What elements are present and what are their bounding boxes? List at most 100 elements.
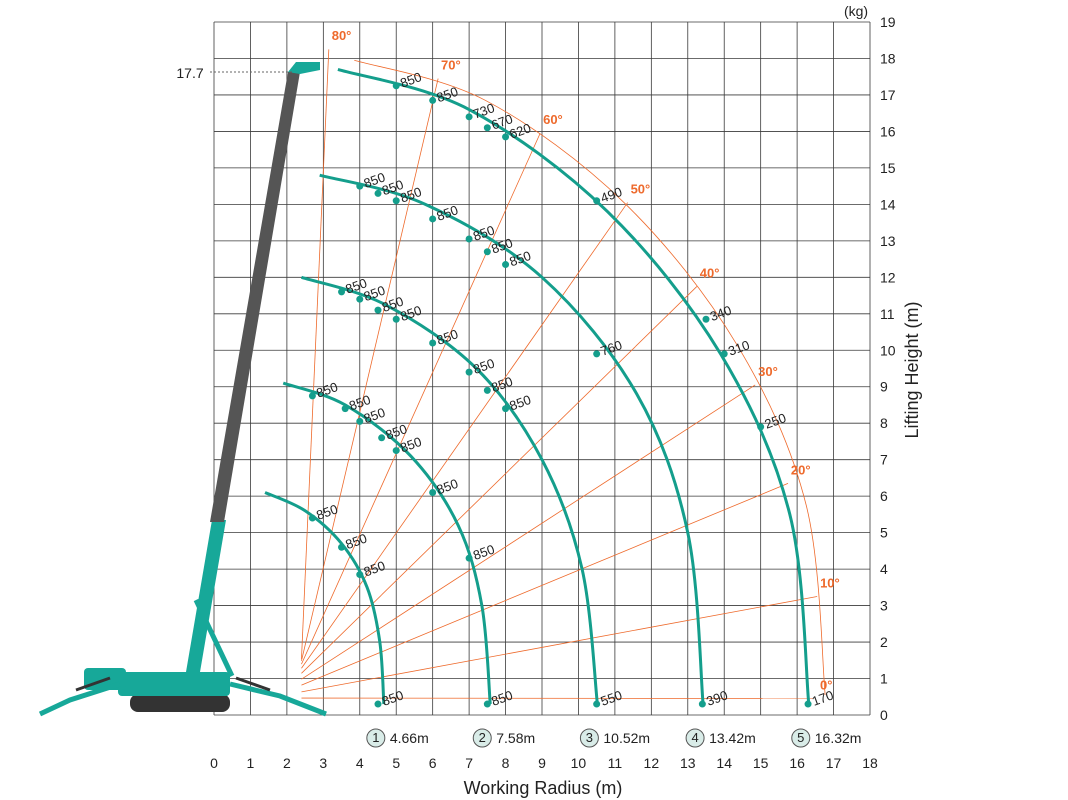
load-label: 620 <box>507 120 533 142</box>
boom-length-label: 16.32m <box>815 730 862 746</box>
load-curve <box>337 67 811 705</box>
load-label: 850 <box>380 293 406 315</box>
load-point <box>378 434 386 442</box>
load-curves <box>264 67 811 705</box>
load-label: 850 <box>435 84 461 106</box>
y-tick-label: 4 <box>880 561 888 577</box>
load-point <box>392 82 400 90</box>
load-label: 850 <box>398 434 424 456</box>
boom-length-labels: 1 4.66m 2 7.58m 3 10.52m 4 13.42m 5 16.32m <box>366 728 862 748</box>
load-label: 850 <box>362 558 388 580</box>
load-label: 850 <box>489 235 515 257</box>
load-label: 760 <box>599 337 625 359</box>
load-point <box>483 248 491 256</box>
load-label: 850 <box>347 392 373 414</box>
load-label: 670 <box>489 111 515 133</box>
load-label: 850 <box>398 69 424 91</box>
angle-label: 40° <box>700 265 720 280</box>
y-tick-label: 1 <box>880 671 888 687</box>
axes: 0 1 2 3 4 5 6 7 8 9 10 11 12 13 14 15 16 17 18012345678910… <box>210 14 896 771</box>
x-tick-label: 18 <box>862 755 878 771</box>
x-tick-label: 6 <box>429 755 437 771</box>
load-label: 850 <box>398 184 424 206</box>
y-tick-label: 13 <box>880 233 896 249</box>
boom-length-label: 13.42m <box>709 730 756 746</box>
boom-base <box>186 520 226 672</box>
load-point <box>593 197 601 205</box>
angle-label: 50° <box>631 181 651 196</box>
y-tick-label: 11 <box>880 306 895 322</box>
crane-illustration <box>38 62 327 717</box>
load-point <box>483 124 491 132</box>
boom-index-label: 4 <box>691 730 698 745</box>
load-label: 850 <box>507 248 533 270</box>
x-tick-label: 1 <box>247 755 255 771</box>
y-tick-label: 8 <box>880 415 888 431</box>
boom-tip <box>288 62 320 74</box>
load-point <box>465 368 473 376</box>
load-point <box>698 700 706 708</box>
load-label: 850 <box>314 379 340 401</box>
load-point <box>338 288 346 296</box>
angle-line <box>301 202 628 669</box>
y-tick-label: 10 <box>880 342 896 358</box>
load-point <box>465 554 473 562</box>
load-point <box>308 514 316 522</box>
angle-lines: 0° 10° 20° 30° 40° 50° 60° 70° 80° <box>301 28 840 699</box>
load-point <box>392 447 400 455</box>
load-point <box>465 235 473 243</box>
x-tick-label: 0 <box>210 755 218 771</box>
boom-index-label: 2 <box>479 730 486 745</box>
y-tick-label: 2 <box>880 634 888 650</box>
load-label: 310 <box>726 337 752 359</box>
load-point <box>804 700 812 708</box>
load-label: 850 <box>380 687 406 709</box>
load-label: 170 <box>810 687 836 709</box>
x-tick-label: 13 <box>680 755 696 771</box>
load-point <box>465 113 473 121</box>
x-tick-label: 3 <box>319 755 327 771</box>
angle-line <box>301 286 698 674</box>
load-point <box>702 315 710 323</box>
load-point <box>392 315 400 323</box>
x-tick-label: 17 <box>826 755 842 771</box>
y-axis-title: Lifting Height (m) <box>902 301 922 438</box>
load-label: 850 <box>489 374 515 396</box>
x-tick-label: 2 <box>283 755 291 771</box>
load-label: 850 <box>314 501 340 523</box>
y-tick-label: 19 <box>880 14 896 30</box>
load-label: 850 <box>507 392 533 414</box>
load-curve <box>301 275 599 705</box>
load-point <box>483 700 491 708</box>
x-axis-title: Working Radius (m) <box>464 778 623 798</box>
load-point <box>356 417 364 425</box>
load-point <box>338 543 346 551</box>
y-tick-label: 18 <box>880 50 896 66</box>
load-point <box>308 392 316 400</box>
load-point <box>429 489 437 497</box>
outrigger-arm-right <box>235 676 271 692</box>
angle-label: 70° <box>441 57 461 72</box>
x-tick-label: 8 <box>502 755 510 771</box>
load-point <box>502 261 510 269</box>
load-point <box>502 133 510 141</box>
angle-line <box>301 49 330 660</box>
outrigger-arm-left <box>75 676 111 692</box>
angle-label: 60° <box>543 112 563 127</box>
boom-index-label: 5 <box>797 730 804 745</box>
crawler-track <box>130 694 230 712</box>
boom-index-badge <box>366 728 386 748</box>
load-point <box>429 96 437 104</box>
y-tick-label: 14 <box>880 196 896 212</box>
load-label: 850 <box>380 177 406 199</box>
y-tick-label: 16 <box>880 123 896 139</box>
load-point <box>429 339 437 347</box>
x-tick-label: 16 <box>789 755 805 771</box>
load-point <box>356 571 364 579</box>
angle-line <box>301 483 789 686</box>
angle-label: 80° <box>332 28 352 43</box>
load-point <box>356 182 364 190</box>
load-label: 850 <box>435 326 461 348</box>
load-point <box>374 306 382 314</box>
